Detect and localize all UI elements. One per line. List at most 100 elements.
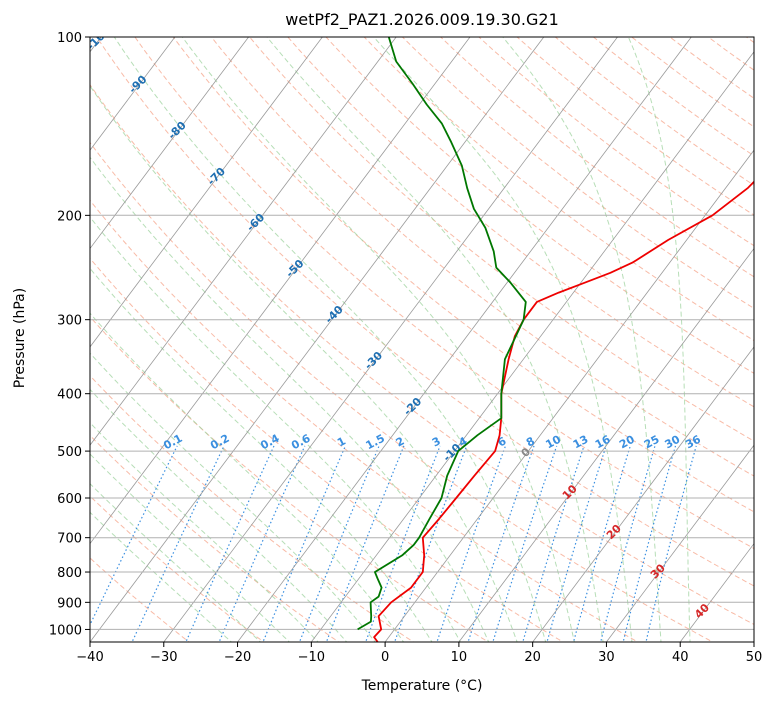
mixing-ratio-line [622, 445, 677, 642]
moist-adiabat [90, 352, 376, 642]
dry-adiabat [325, 37, 754, 374]
dry-adiabat [90, 141, 714, 642]
x-tick-label: 0 [381, 650, 389, 665]
dry-adiabat [707, 37, 754, 71]
moist-adiabat [266, 37, 604, 642]
chart-title: wetPf2_PAZ1.2026.009.19.30.G21 [285, 10, 559, 29]
y-tick-label: 300 [57, 314, 82, 329]
mixing-ratio-line [131, 445, 225, 642]
isotherm-line [90, 37, 397, 446]
dry-adiabat [363, 37, 754, 342]
mixing-ratio-label: 3 [430, 434, 443, 449]
axes: −40 −30 −20 −10 0 10 20 30 40 50 1000 900 800 700 600 5… [49, 31, 762, 665]
mixing-ratio-line [325, 445, 405, 642]
dry-adiabat [592, 37, 754, 157]
plot-frame [89, 36, 755, 643]
x-tick-label: 40 [672, 650, 689, 665]
y-tick-label: 1000 [49, 623, 82, 638]
moist-adiabat [181, 37, 575, 642]
dry-adiabat [134, 37, 754, 550]
isotherm-line [606, 444, 754, 642]
moist-adiabat [90, 312, 405, 642]
y-tick-label: 800 [57, 566, 82, 581]
x-tick-label: −20 [224, 650, 251, 665]
mixing-ratio-label: 2 [394, 434, 407, 449]
isotherm-line [679, 542, 754, 642]
x-tick-label: 50 [746, 650, 763, 665]
x-tick-label: 30 [598, 650, 615, 665]
mixing-ratio-label: 0.1 [161, 432, 184, 453]
moist-adiabat [627, 37, 691, 642]
dry-adiabat [90, 374, 415, 642]
mixing-ratio-label: 13 [571, 433, 591, 452]
mixing-ratio-line [492, 445, 558, 642]
dry-adiabat [478, 37, 754, 247]
isotherm-line [310, 51, 754, 642]
isotherm-line [384, 149, 754, 642]
isotherm-label: -100 [84, 24, 113, 53]
mixing-ratio-line [645, 445, 697, 642]
mixing-ratio-line [436, 445, 507, 642]
dry-adiabat [766, 24, 775, 645]
x-tick-label: 20 [524, 650, 541, 665]
isotherm-line [90, 37, 323, 348]
mixing-ratio-line [185, 445, 275, 642]
y-tick-label: 600 [57, 492, 82, 507]
y-tick-label: 900 [57, 596, 82, 611]
background-lines [90, 24, 775, 645]
moist-adiabat [90, 216, 461, 642]
isotherm-line [90, 37, 102, 53]
line-labels: 0.1 0.2 0.4 0.6 1 1.5 2 3 4 6 8 10 13 16 20 25 30 36-100-… [84, 24, 712, 621]
isotherm-label: -70 [205, 165, 228, 188]
moist-adiabat [90, 388, 348, 642]
dry-adiabat [516, 37, 754, 216]
mixing-ratio-label: 1.5 [364, 432, 387, 453]
moist-adiabat [502, 37, 662, 642]
dry-adiabat [96, 37, 754, 587]
pressure-gridlines [90, 37, 754, 630]
mixing-ratio-line [262, 445, 346, 642]
mixing-ratio-label: 36 [683, 433, 703, 452]
dry-adiabat [90, 495, 265, 642]
isotherm-label: -80 [166, 119, 189, 142]
dry-adiabat [669, 37, 754, 99]
dry-adiabat [90, 257, 565, 642]
dry-adiabat [630, 37, 754, 128]
mixing-ratio-line [393, 445, 468, 642]
isotherm-lines [90, 37, 754, 642]
dewpoint-profile [357, 37, 527, 631]
isotherm-line [90, 37, 176, 151]
mixing-ratio-label: 0.6 [289, 432, 313, 453]
moist-adiabat [90, 511, 233, 642]
isotherm-line [163, 37, 618, 642]
dry-adiabat [554, 37, 754, 186]
isotherm-label: -60 [244, 211, 267, 234]
isotherm-label: -90 [126, 73, 149, 96]
dry-adiabat [248, 37, 754, 442]
dry-adiabat [90, 434, 340, 642]
sounding-lines [357, 37, 754, 642]
isotherm-line [90, 37, 249, 250]
mixing-ratio-line [572, 445, 631, 642]
mixing-ratio-line [522, 445, 585, 642]
mixing-ratio-label: 0.4 [258, 432, 282, 453]
isotherm-line [90, 37, 471, 545]
moist-adiabat [90, 482, 262, 642]
mixing-ratio-label: 0.2 [208, 432, 231, 453]
isotherm-line [458, 247, 754, 642]
y-tick-label: 100 [57, 31, 82, 46]
isotherm-line [532, 346, 754, 642]
dry-adiabat [90, 557, 190, 642]
mixing-ratio-label: 25 [642, 433, 662, 452]
dry-adiabat [172, 37, 754, 513]
x-tick-label: −10 [298, 650, 325, 665]
mixing-ratio-line [546, 445, 607, 642]
temperature-profile [373, 180, 754, 642]
moist-adiabat [90, 453, 291, 642]
moist-adiabat [90, 85, 518, 642]
isotherm-line [90, 37, 545, 642]
mixing-ratio-label: 20 [617, 433, 637, 452]
x-axis-label: Temperature (°C) [361, 678, 483, 694]
